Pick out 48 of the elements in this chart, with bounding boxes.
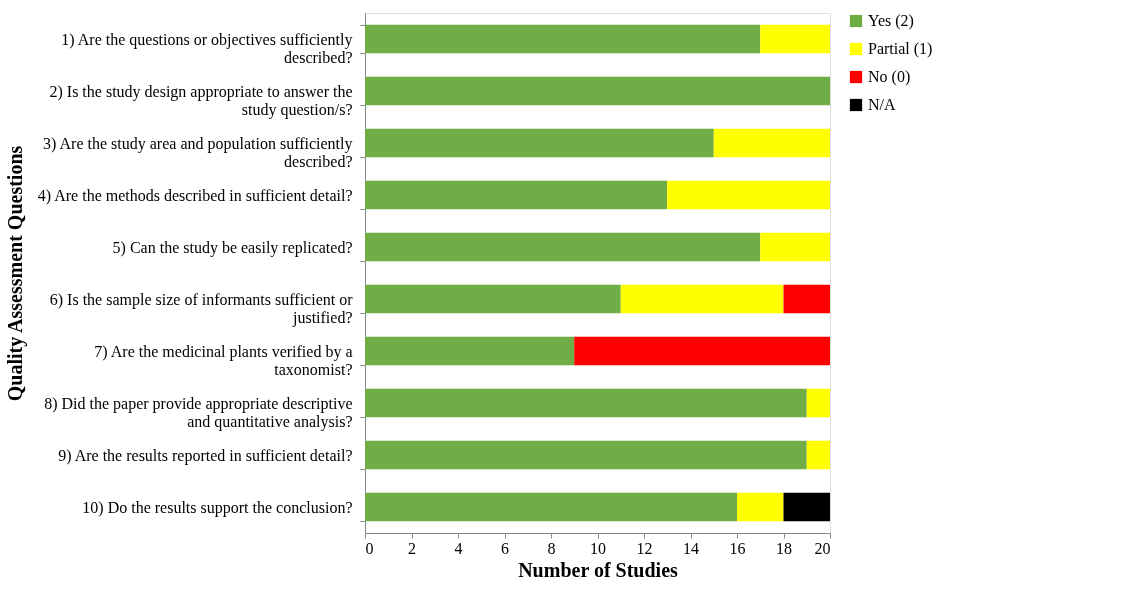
bar (574, 336, 830, 366)
x-tick-label: 12 (636, 539, 653, 557)
x-axis-title: Number of Studies (518, 558, 679, 581)
x-tick-label: 0 (365, 539, 374, 557)
bar (783, 284, 830, 314)
bar (365, 284, 621, 314)
bar (365, 128, 714, 158)
y-axis-title: Quality Assessment Questions (3, 145, 27, 402)
bar (667, 180, 830, 210)
x-tick-label: 2 (408, 539, 416, 557)
y-tick-label: 6) Is the sample size of informants sufficient or justified? (49, 290, 354, 327)
bar (620, 284, 784, 314)
legend-label: No (0) (868, 68, 911, 86)
legend-label: N/A (868, 96, 896, 113)
x-tick-label: 16 (729, 539, 746, 557)
bar (806, 440, 830, 470)
y-tick-label: 10) Do the results support the conclusion? (82, 498, 353, 517)
bar (365, 232, 761, 262)
x-tick-label: 10 (590, 539, 606, 557)
y-tick-label: 4) Are the methods described in sufficient detail? (37, 186, 353, 205)
y-tick-label: 9) Are the results reported in sufficient detail? (58, 446, 353, 465)
bar (365, 336, 575, 366)
x-tick-label: 6 (501, 539, 509, 557)
x-tick-label: 14 (683, 539, 699, 557)
bar (783, 492, 830, 522)
x-tick-label: 20 (814, 539, 831, 557)
bar (365, 180, 668, 210)
legend-label: Yes (2) (868, 12, 914, 30)
bar (365, 76, 830, 106)
y-tick-label: 2) Is the study design appropriate to answer the study question/s? (49, 82, 353, 119)
legend-label: Partial (1) (868, 40, 933, 58)
bar (713, 128, 830, 158)
x-tick-label: 18 (776, 539, 792, 557)
bar (365, 440, 807, 470)
y-tick-label: 7) Are the medicinal plants verified by a taxonomist? (94, 342, 353, 378)
bar (806, 388, 830, 418)
bar (760, 24, 830, 54)
y-tick-label: 1) Are the questions or objectives sufficiently described? (61, 30, 353, 66)
x-tick-label: 8 (547, 539, 556, 557)
bar (365, 492, 737, 522)
y-tick-label: 8) Did the paper provide appropriate descriptive and quantitative analysis? (44, 394, 353, 431)
bar (760, 232, 830, 262)
y-tick-label: 3) Are the study area and population sufficiently described? (43, 134, 353, 170)
bar (737, 492, 784, 522)
bar (365, 388, 807, 418)
y-tick-label: 5) Can the study be easily replicated? (112, 238, 353, 257)
x-tick-label: 4 (454, 539, 463, 557)
bar (365, 24, 761, 54)
